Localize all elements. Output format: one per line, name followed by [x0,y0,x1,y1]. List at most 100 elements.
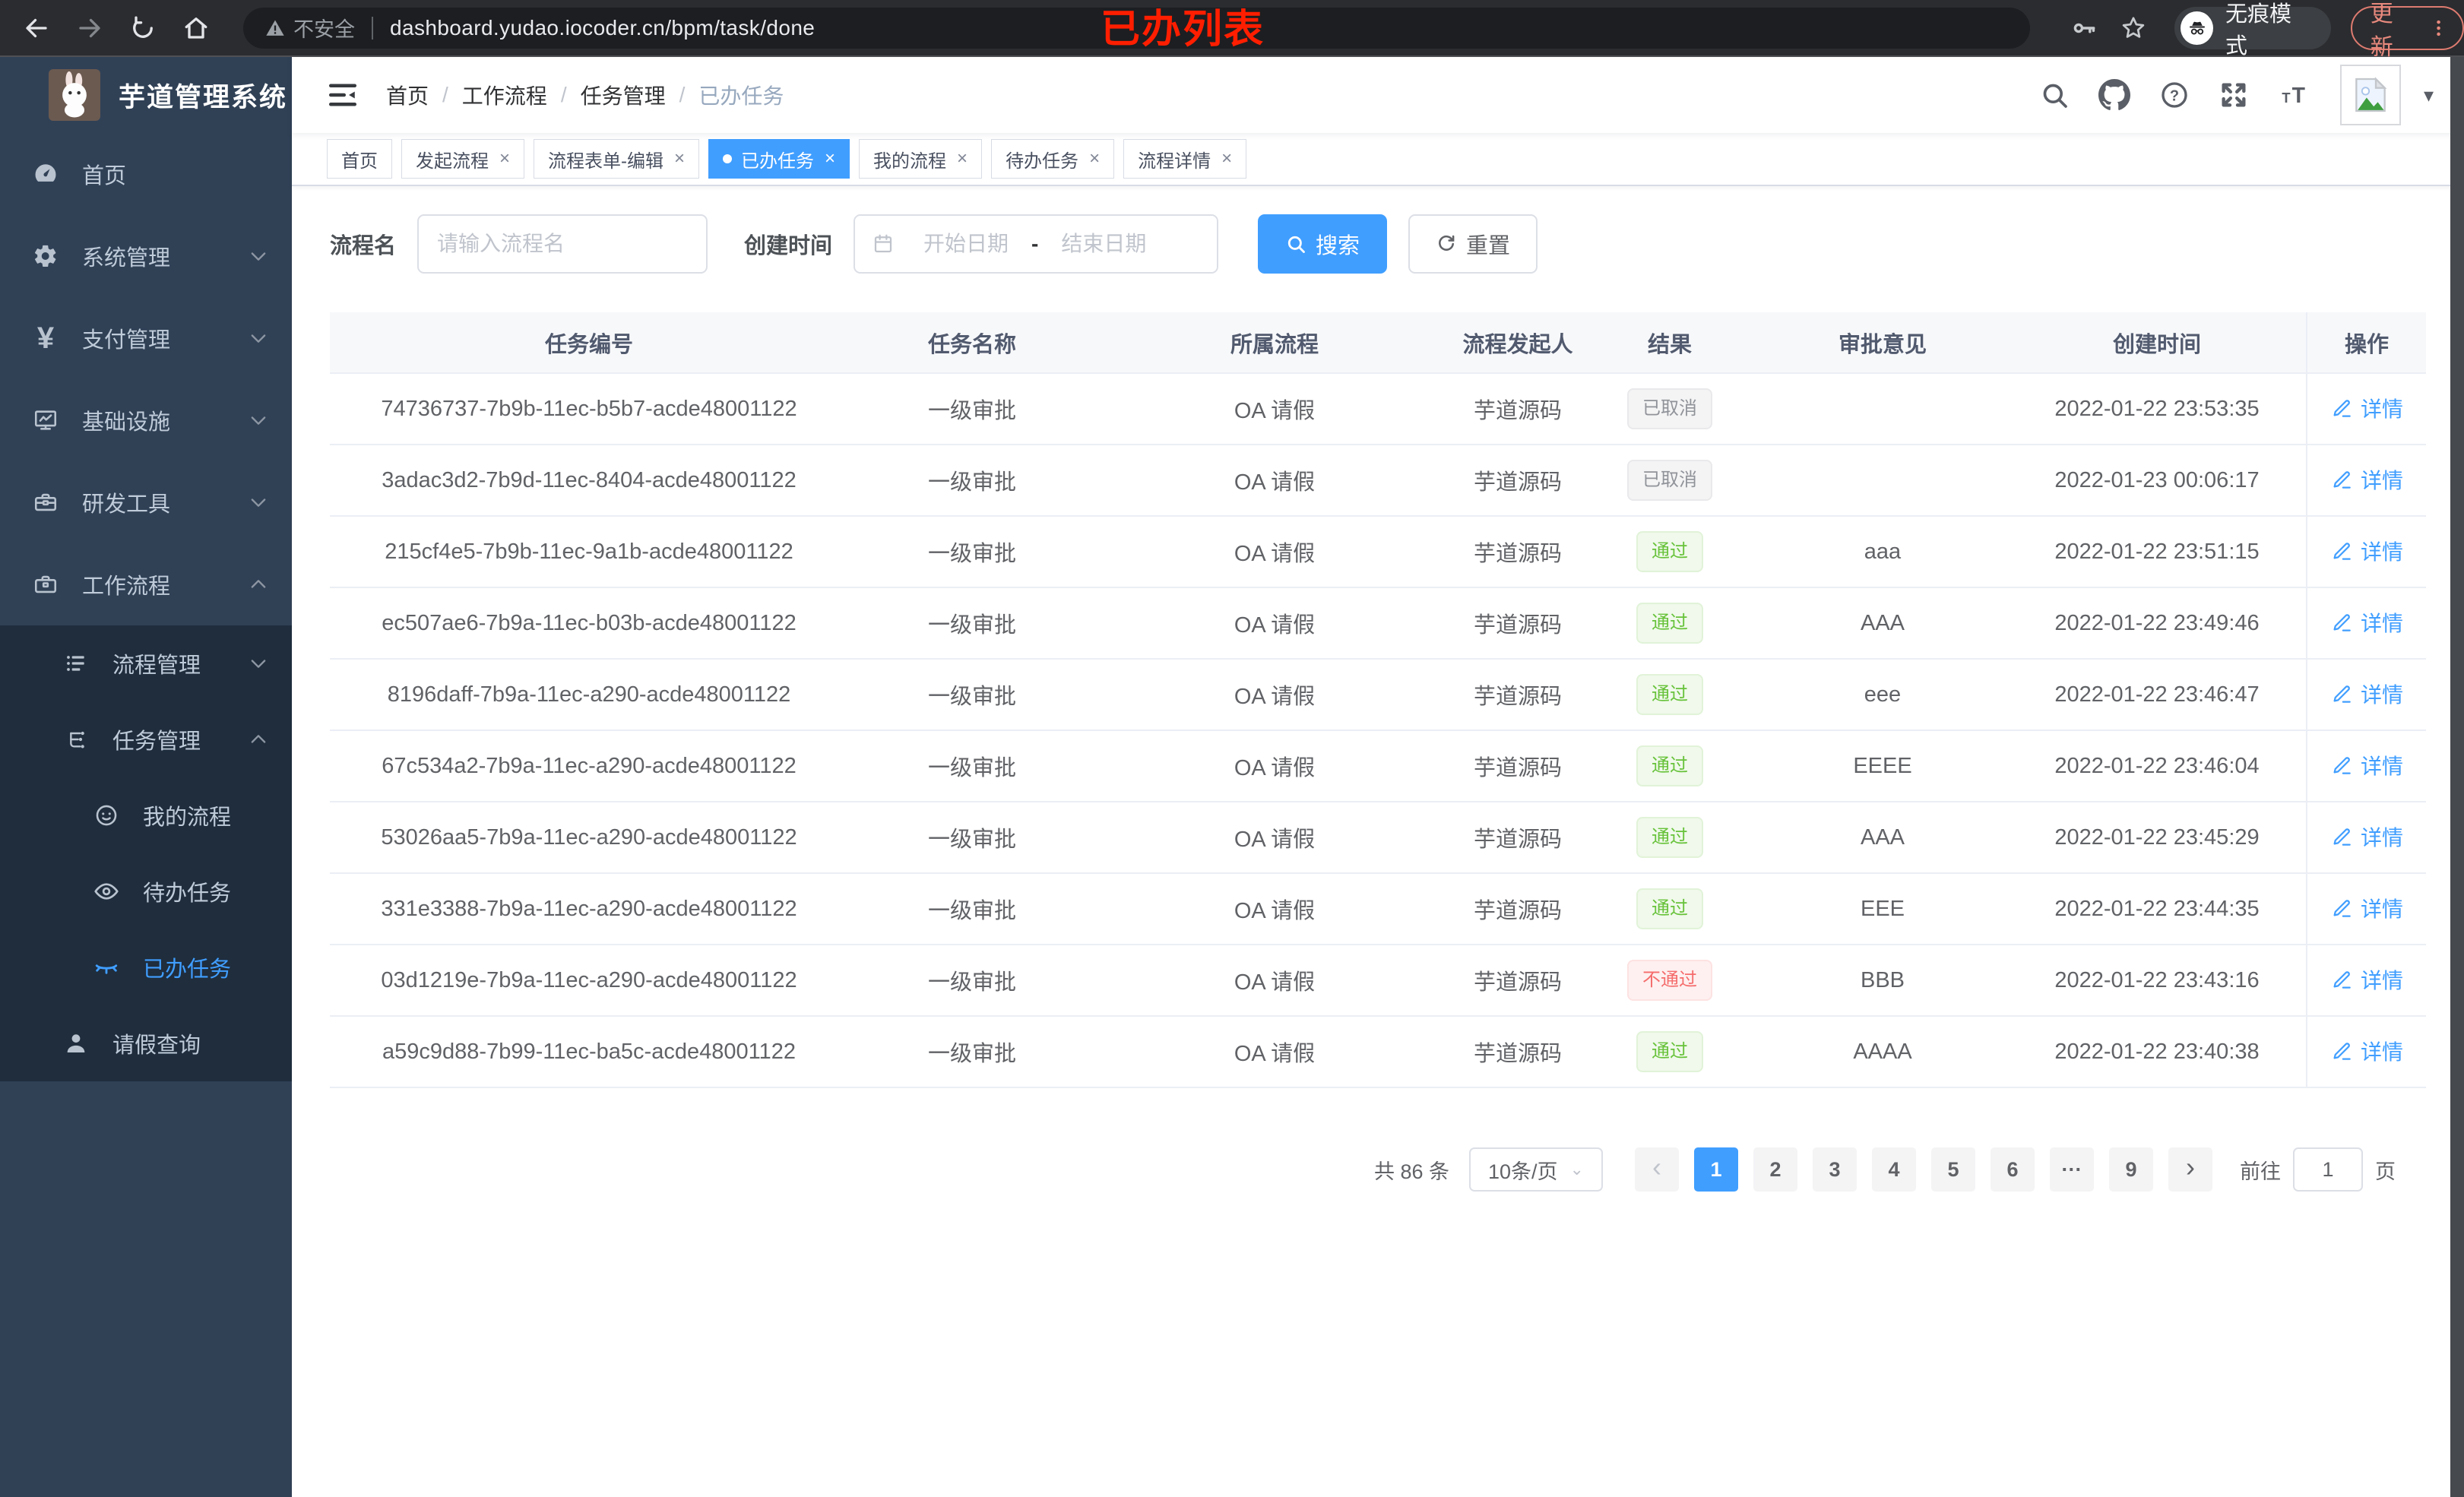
reset-button[interactable]: 重置 [1408,214,1538,274]
avatar-caret-icon[interactable]: ▾ [2423,83,2434,106]
process-name-input[interactable] [417,214,708,274]
task-name-cell: 一级审批 [848,659,1096,731]
page-button-5[interactable]: 5 [1931,1147,1975,1192]
column-header: 审批意见 [1757,312,2008,374]
search-button[interactable]: 搜索 [1258,214,1388,274]
breadcrumb-item[interactable]: 首页 [386,84,429,108]
page-button-4[interactable]: 4 [1872,1147,1916,1192]
sidebar-item-system[interactable]: 系统管理 [0,215,292,297]
search-icon[interactable] [2039,80,2070,110]
page-scrollbar[interactable] [2450,57,2464,1497]
browser-update-button[interactable]: 更新 [2350,2,2464,60]
detail-link[interactable]: 详情 [2330,607,2403,638]
sidebar-item-label: 任务管理 [112,730,201,754]
breadcrumb-item[interactable]: 工作流程 [461,84,547,108]
result-badge: 通过 [1636,1031,1703,1072]
broken-image-icon [2355,77,2387,112]
pagination-goto: 前往 页 [2240,1147,2396,1192]
detail-link-label: 详情 [2360,897,2403,921]
sidebar-item-done-tasks[interactable]: 已办任务 [0,929,292,1005]
detail-link[interactable]: 详情 [2330,750,2403,780]
sidebar-item-todo-tasks[interactable]: 待办任务 [0,853,292,929]
tab-form-edit[interactable]: 流程表单-编辑 × [534,139,700,179]
close-icon[interactable]: × [674,148,686,169]
page-button-3[interactable]: 3 [1813,1147,1857,1192]
tab-home[interactable]: 首页 [327,139,392,179]
sidebar-item-infra[interactable]: 基础设施 [0,379,292,461]
comment-cell: EEEE [1757,730,2008,802]
tab-process-detail[interactable]: 流程详情 × [1123,139,1247,179]
table-row: a59c9d88-7b99-11ec-ba5c-acde48001122 一级审批… [330,1016,2426,1088]
action-cell: 详情 [2306,587,2426,660]
refresh-icon [1439,235,1455,251]
breadcrumb-item[interactable]: 任务管理 [580,84,666,108]
close-icon[interactable]: × [1089,148,1101,169]
fullscreen-icon[interactable] [2219,80,2249,110]
close-icon[interactable]: × [957,148,968,169]
detail-link[interactable]: 详情 [2330,893,2403,923]
page-button-9[interactable]: 9 [2109,1147,2153,1192]
page-button-1[interactable]: 1 [1694,1147,1738,1192]
tab-start-process[interactable]: 发起流程 × [401,139,525,179]
browser-back-icon[interactable] [20,11,53,45]
page-button-6[interactable]: 6 [1991,1147,2035,1192]
goto-label: 前往 [2240,1160,2281,1183]
password-key-icon[interactable] [2071,15,2097,41]
avatar[interactable] [2339,65,2401,125]
detail-link[interactable]: 详情 [2330,1036,2403,1066]
sidebar-item-task-mgmt[interactable]: 任务管理 [0,701,292,777]
goto-page-input[interactable] [2293,1147,2363,1192]
github-icon[interactable] [2098,79,2130,111]
detail-link[interactable]: 详情 [2330,464,2403,495]
close-icon[interactable]: × [825,148,836,169]
task-name-cell: 一级审批 [848,373,1096,445]
eye-open-icon [93,878,120,905]
result-cell: 不通过 [1582,945,1757,1017]
detail-link[interactable]: 详情 [2330,964,2403,995]
kebab-menu-icon[interactable] [2428,17,2449,39]
table-row: 215cf4e5-7b9b-11ec-9a1b-acde48001122 一级审批… [330,516,2426,588]
created-time-cell: 2022-01-22 23:44:35 [2008,873,2307,945]
security-label: 不安全 [293,18,355,41]
security-warning[interactable]: 不安全 [264,13,355,43]
detail-link[interactable]: 详情 [2330,536,2403,566]
date-range-picker[interactable]: - [854,214,1219,274]
sidebar-item-process-mgmt[interactable]: 流程管理 [0,625,292,701]
sidebar-item-dev-tools[interactable]: 研发工具 [0,461,292,543]
browser-reload-icon[interactable] [126,11,160,45]
sidebar-item-home[interactable]: 首页 [0,133,292,215]
bookmark-star-icon[interactable] [2120,14,2147,42]
hamburger-icon[interactable] [327,79,359,111]
next-page-button[interactable]: › [2168,1147,2212,1192]
tab-done-tasks[interactable]: 已办任务 × [708,139,850,179]
close-icon[interactable]: × [499,148,511,169]
detail-link[interactable]: 详情 [2330,821,2403,852]
sidebar-item-workflow[interactable]: 工作流程 [0,543,292,625]
more-pages-button[interactable]: ··· [2050,1147,2094,1192]
end-date-input[interactable] [1043,232,1165,256]
url-bar[interactable]: 不安全 dashboard.yudao.iocoder.cn/bpm/task/… [243,7,2031,49]
edit-pencil-icon [2330,468,2353,491]
sidebar-item-payment[interactable]: ¥ 支付管理 [0,297,292,379]
app-logo-row[interactable]: 芋道管理系统 [0,57,292,133]
detail-link[interactable]: 详情 [2330,393,2403,423]
prev-page-button: ‹ [1635,1147,1679,1192]
pagination-total: 共 86 条 [1373,1160,1449,1183]
page-button-2[interactable]: 2 [1753,1147,1797,1192]
page-size-select[interactable]: 10条/页 ⌄ [1469,1147,1603,1192]
process-cell: OA 请假 [1096,659,1453,731]
tab-my-process[interactable]: 我的流程 × [859,139,983,179]
briefcase-icon [32,571,59,597]
sidebar-item-my-process[interactable]: 我的流程 [0,777,292,853]
close-icon[interactable]: × [1221,148,1233,169]
task-id-cell: 67c534a2-7b9a-11ec-a290-acde48001122 [330,730,848,802]
tab-todo-tasks[interactable]: 待办任务 × [991,139,1115,179]
sidebar-item-leave-query[interactable]: 请假查询 [0,1005,292,1081]
browser-home-icon[interactable] [179,11,213,45]
start-date-input[interactable] [905,232,1028,256]
detail-link[interactable]: 详情 [2330,679,2403,709]
help-icon[interactable]: ? [2159,80,2190,110]
browser-forward-icon[interactable] [73,11,106,45]
